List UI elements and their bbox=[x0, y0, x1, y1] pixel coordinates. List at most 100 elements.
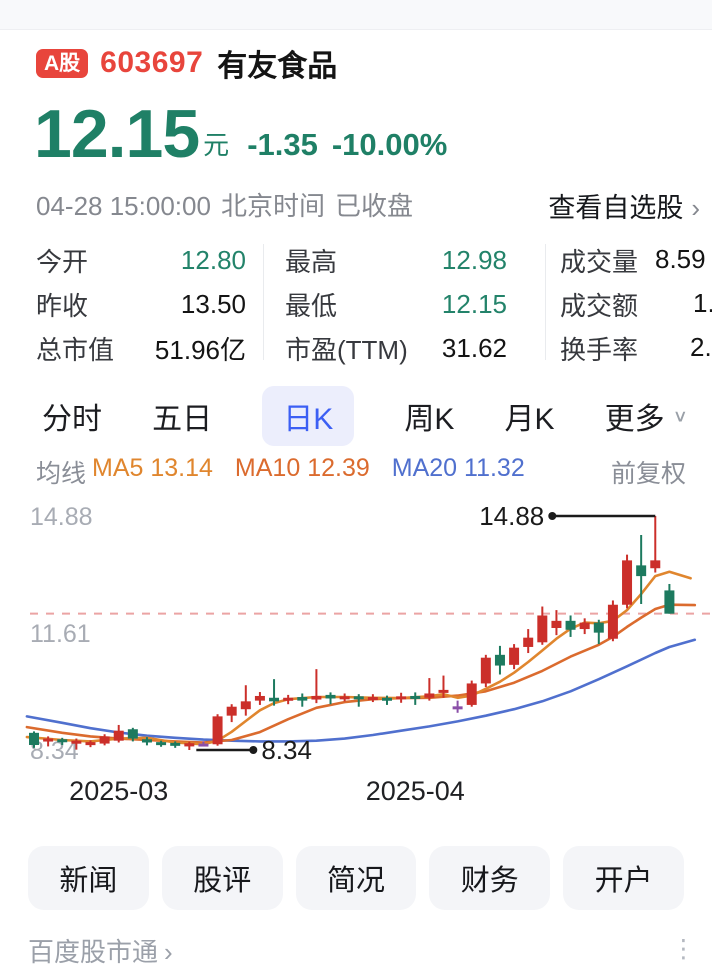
ma-line-ma20 bbox=[25, 638, 697, 743]
market-badge: A股 bbox=[36, 48, 89, 78]
candle-body bbox=[523, 637, 534, 647]
candle-body bbox=[170, 742, 181, 746]
stat-open: 今开 12.80 bbox=[36, 244, 246, 277]
candle-body bbox=[43, 738, 54, 742]
stat-high: 最高 12.98 bbox=[285, 244, 507, 277]
annotation-dot bbox=[548, 512, 557, 520]
stat-volume: 成交量 8.59 bbox=[560, 244, 706, 277]
news-button[interactable]: 新闻 bbox=[28, 846, 149, 910]
candle-body bbox=[551, 620, 562, 628]
stat-pe-ttm: 市盈(TTM) 31.62 bbox=[285, 332, 507, 365]
current-price: 12.15 bbox=[34, 96, 200, 172]
ma-legend: 均线 MA5 13.14 MA10 12.39 MA20 11.32 前复权 bbox=[0, 454, 712, 488]
source-link[interactable]: 百度股市通 › bbox=[28, 937, 173, 967]
quote-timestamp: 04-28 15:00:00 北京时间 已收盘 bbox=[36, 186, 423, 223]
candle-body bbox=[396, 696, 407, 700]
candle-body bbox=[184, 743, 195, 747]
candle-body bbox=[99, 736, 110, 744]
candle-body bbox=[664, 590, 675, 614]
candle-body bbox=[339, 696, 350, 700]
quote-timezone: 北京时间 bbox=[220, 191, 325, 221]
candle-body bbox=[382, 697, 392, 701]
x-axis-label: 2025-04 bbox=[366, 776, 465, 806]
candle-body bbox=[29, 732, 39, 745]
candle-body bbox=[127, 729, 138, 739]
more-vertical-icon[interactable]: ⋮ bbox=[671, 935, 696, 963]
candle-body bbox=[141, 739, 152, 743]
stat-market-cap: 总市值 51.96亿 bbox=[36, 334, 246, 365]
stat-prev-close: 昨收 13.50 bbox=[36, 288, 246, 321]
annotation-dot bbox=[249, 746, 258, 754]
candle-body bbox=[579, 622, 590, 630]
view-watchlist-link[interactable]: 查看自选股 › bbox=[548, 186, 700, 225]
candle-body bbox=[367, 697, 378, 701]
chart-period-tabs: 分时 五日 日K 周K 月K 更多 ∨ bbox=[0, 386, 712, 446]
stat-turnover-rate: 换手率 2. bbox=[560, 332, 712, 365]
x-axis-label: 2025-03 bbox=[69, 776, 168, 806]
stock-header: A股 603697 有友食品 bbox=[36, 44, 337, 83]
candle-body bbox=[607, 604, 618, 639]
annotation-label: 14.88 bbox=[479, 501, 544, 531]
stat-turnover: 成交额 1.0 bbox=[560, 288, 712, 321]
candle-body bbox=[212, 716, 223, 745]
candle-body bbox=[311, 695, 322, 700]
profile-button[interactable]: 简况 bbox=[295, 846, 417, 910]
chevron-right-icon: › bbox=[164, 937, 173, 967]
candle-body bbox=[156, 742, 167, 746]
price-change: -1.35 bbox=[247, 127, 318, 162]
candle-body bbox=[593, 622, 604, 633]
open-account-button[interactable]: 开户 bbox=[563, 846, 684, 910]
stats-grid: 今开 12.80 昨收 13.50 总市值 51.96亿 最高 12.98 最低… bbox=[0, 238, 712, 368]
tab-5day[interactable]: 五日 bbox=[152, 403, 213, 436]
tab-minute[interactable]: 分时 bbox=[42, 403, 102, 436]
candle-body bbox=[113, 730, 124, 741]
stats-column-1: 今开 12.80 昨收 13.50 总市值 51.96亿 bbox=[36, 238, 246, 368]
candle-body bbox=[537, 615, 548, 643]
candle-body bbox=[650, 560, 661, 569]
price-adjust-toggle[interactable]: 前复权 bbox=[610, 460, 686, 488]
chevron-right-icon: › bbox=[691, 193, 700, 223]
view-watchlist-label: 查看自选股 bbox=[548, 193, 684, 223]
stat-low: 最低 12.15 bbox=[285, 288, 507, 321]
ma10-legend: MA10 12.39 bbox=[234, 454, 370, 482]
candle-body bbox=[452, 706, 463, 710]
candle-body bbox=[254, 695, 265, 701]
tab-more[interactable]: 更多 ∨ bbox=[604, 403, 688, 436]
candle-body bbox=[565, 620, 576, 630]
stats-divider bbox=[545, 244, 546, 360]
annotation-label: 8.34 bbox=[261, 735, 312, 765]
candle-body bbox=[480, 657, 491, 684]
candle-body bbox=[494, 654, 505, 666]
candle-body bbox=[57, 739, 68, 743]
candle-body bbox=[410, 695, 421, 699]
y-axis-label: 11.61 bbox=[30, 620, 91, 648]
stats-column-3: 成交量 8.59 成交额 1.0 换手率 2. bbox=[560, 238, 712, 368]
candle-body bbox=[240, 701, 251, 710]
footer: 百度股市通 › ⋮ bbox=[0, 932, 712, 967]
candle-body bbox=[297, 697, 308, 701]
price-unit: 元 bbox=[203, 130, 230, 160]
stats-divider bbox=[263, 244, 264, 360]
commentary-button[interactable]: 股评 bbox=[161, 846, 283, 910]
candle-body bbox=[466, 683, 477, 705]
tab-daily-k[interactable]: 日K bbox=[262, 386, 355, 446]
candle-body bbox=[424, 693, 435, 698]
ma-legend-title: 均线 bbox=[36, 460, 87, 488]
candle-body bbox=[85, 742, 96, 746]
financials-button[interactable]: 财务 bbox=[429, 846, 551, 910]
candle-body bbox=[509, 647, 520, 665]
candle-body bbox=[283, 697, 294, 701]
action-buttons: 新闻 股评 简况 财务 开户 bbox=[28, 846, 684, 910]
tab-weekly-k[interactable]: 周K bbox=[404, 403, 455, 436]
chevron-down-icon: ∨ bbox=[672, 406, 688, 426]
top-strip bbox=[0, 0, 712, 30]
tab-monthly-k[interactable]: 月K bbox=[504, 403, 555, 436]
candle-body bbox=[636, 565, 647, 577]
ma-line-ma5 bbox=[25, 570, 692, 746]
kline-chart[interactable]: 14.88 11.61 8.34 14.88 8.34 2025-03 2025-04 bbox=[0, 492, 712, 822]
candle-body bbox=[226, 706, 237, 716]
candle-body bbox=[198, 743, 209, 747]
candle-body bbox=[71, 740, 82, 744]
candle-body bbox=[325, 694, 336, 699]
